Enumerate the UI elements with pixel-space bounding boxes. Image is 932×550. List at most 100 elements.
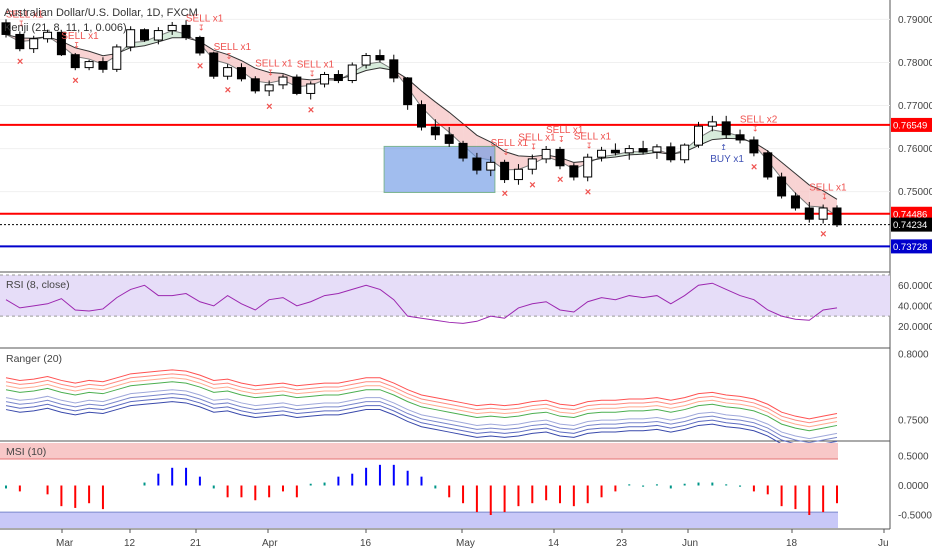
x-axis-label: Mar [56,538,74,549]
bull-candle [167,24,177,32]
buy-signal-label: BUY x1 [710,154,744,165]
ranger-tick-label: 0.8000 [898,349,929,360]
ranger-tick-label: 0.7500 [898,416,929,427]
sell-arrow-icon: ↧ [198,24,205,33]
bull-candle [583,156,593,178]
bear-candle [763,152,773,178]
bull-candle [320,73,330,85]
rsi-tick-label: 20.0000 [898,322,932,333]
bear-candle [804,207,814,220]
bear-candle [292,76,302,94]
bear-candle [721,121,731,136]
bear-candle [417,104,426,128]
bull-candle [486,161,496,171]
ranger-line [5,397,838,448]
bull-candle [527,158,537,170]
bull-candle [361,55,371,66]
sell-arrow-icon: ↧ [226,52,233,61]
x-axis-label: May [456,538,475,549]
sell-signal-label: SELL x1 [518,133,556,144]
price-tick-label: 0.79000 [898,15,932,26]
bull-candle [153,30,163,41]
bear-candle [375,55,385,61]
sell-marker-icon: × [585,186,591,198]
level-tag [891,217,932,232]
bear-candle [777,176,787,197]
bull-candle [29,38,39,50]
x-axis-label: 21 [190,538,202,549]
bear-candle [749,139,759,154]
sell-signal-label: SELL x1 [574,132,612,143]
bull-candle [694,125,703,146]
level-label: 0.73728 [893,242,927,253]
level-label: 0.76549 [893,120,927,131]
sell-marker-icon: × [557,174,563,186]
bull-candle [597,149,607,158]
ranger-line [5,373,838,424]
ranger-line [5,369,838,420]
indicator-label: Kenji (21, 8, 11, 1, 0.006) [4,22,127,34]
rsi-tick-label: 60.0000 [898,281,932,292]
sell-marker-icon: × [197,61,203,73]
bear-candle [735,134,745,141]
cloud-segment [795,173,810,207]
ranger-line [5,381,838,432]
cloud-segment [781,162,796,194]
ranger-line [5,377,838,428]
bear-candle [1,22,11,35]
bull-candle [43,31,53,40]
x-axis-label: 14 [548,538,560,549]
bull-candle [223,67,233,77]
sell-signal-label: SELL x1 [61,31,99,42]
ranger-line [5,401,838,452]
sell-arrow-icon: ↧ [267,69,274,78]
sell-signal-label: SELL x1 [6,9,44,20]
level-label: 0.74234 [893,220,927,231]
ranger-line [5,389,838,440]
bear-candle [444,134,454,144]
bull-candle [306,83,316,94]
sell-signal-label: SELL x2 [740,115,778,126]
bear-candle [236,67,246,80]
sell-marker-icon: × [266,101,272,113]
msi-tick-label: 0.0000 [898,481,929,492]
x-axis-label: Apr [262,538,278,549]
sell-arrow-icon: ↧ [558,135,565,144]
rsi-tick-label: 40.0000 [898,301,932,312]
cloud-segment [227,54,242,72]
bear-candle [569,165,579,178]
bull-candle [680,144,690,161]
sell-arrow-icon: ↧ [586,142,593,151]
bull-candle [707,121,717,127]
sell-signal-label: SELL x1 [546,125,584,136]
bear-candle [790,195,800,209]
bear-candle [472,157,482,171]
bear-candle [140,29,149,41]
sell-marker-icon: × [529,179,535,191]
sell-arrow-icon: ↧ [73,41,80,50]
x-axis-label: Jun [682,538,698,549]
bear-candle [181,24,191,38]
sell-signal-label: SELL x1 [186,14,224,25]
sell-arrow-icon: ↧ [309,69,316,78]
level-tag [891,206,932,221]
bear-candle [458,142,468,159]
msi-tick-label: 0.5000 [898,451,929,462]
bear-candle [15,33,25,50]
cloud-segment [421,90,436,121]
sell-marker-icon: × [751,161,757,173]
msi-label: MSI (10) [6,446,46,458]
bear-candle [638,148,648,153]
price-tick-label: 0.77000 [898,101,932,112]
bull-candle [541,148,551,160]
sell-signal-label: SELL x1 [214,42,252,53]
bear-candle [209,52,219,77]
msi-bottom-band [0,512,838,528]
sell-signal-label: SELL x1 [297,59,335,70]
bear-candle [56,31,66,56]
x-axis-label: 12 [124,538,136,549]
sell-signal-label: SELL x1 [491,138,529,149]
sell-arrow-icon: ↧ [18,19,25,28]
x-axis-label: 23 [616,538,628,549]
